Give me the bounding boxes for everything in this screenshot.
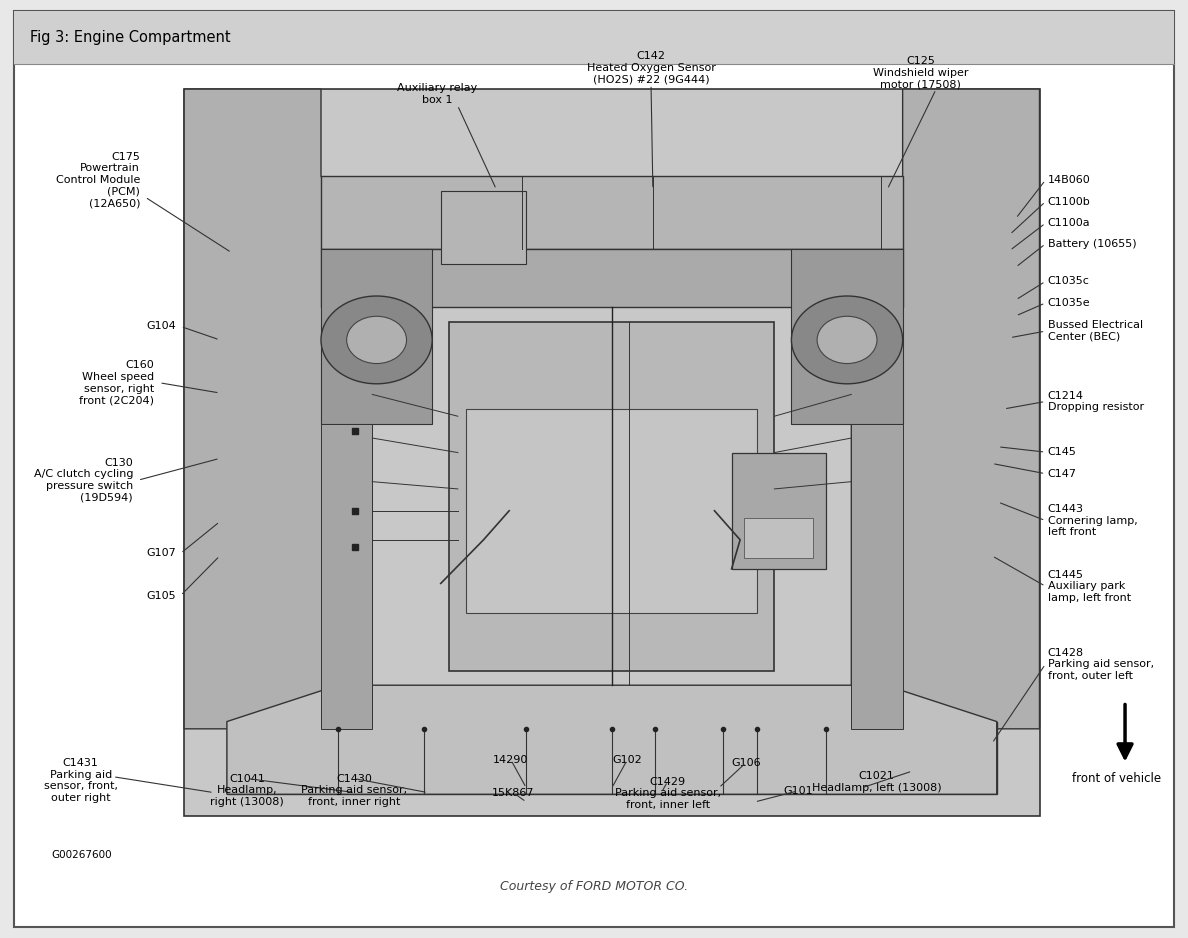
- Polygon shape: [184, 89, 372, 729]
- Text: C1429
Parking aid sensor,
front, inner left: C1429 Parking aid sensor, front, inner l…: [614, 777, 721, 809]
- Bar: [852, 423, 903, 729]
- Text: C1445
Auxiliary park
lamp, left front: C1445 Auxiliary park lamp, left front: [1048, 569, 1131, 603]
- Bar: [441, 191, 526, 264]
- Text: front of vehicle: front of vehicle: [1072, 772, 1162, 785]
- Text: C142
Heated Oxygen Sensor
(HO2S) #22 (9G444): C142 Heated Oxygen Sensor (HO2S) #22 (9G…: [587, 52, 715, 84]
- Text: C1100b: C1100b: [1048, 197, 1091, 206]
- Text: C1021
Headlamp, left (13008): C1021 Headlamp, left (13008): [811, 771, 942, 793]
- Bar: [449, 322, 775, 671]
- Text: C147: C147: [1048, 469, 1076, 478]
- Text: Courtesy of FORD MOTOR CO.: Courtesy of FORD MOTOR CO.: [500, 880, 688, 893]
- Text: C1430
Parking aid sensor,
front, inner right: C1430 Parking aid sensor, front, inner r…: [301, 774, 407, 807]
- Bar: [467, 409, 757, 613]
- Text: C1035e: C1035e: [1048, 298, 1091, 308]
- Text: Auxiliary relay
box 1: Auxiliary relay box 1: [397, 83, 478, 105]
- Text: G105: G105: [146, 591, 176, 600]
- Circle shape: [321, 296, 432, 384]
- Text: G00267600: G00267600: [51, 851, 112, 860]
- Text: C175
Powertrain
Control Module
(PCM)
(12A650): C175 Powertrain Control Module (PCM) (12…: [56, 152, 140, 208]
- Bar: [321, 423, 372, 729]
- Polygon shape: [852, 89, 1040, 729]
- Text: G107: G107: [146, 549, 176, 558]
- Text: G104: G104: [146, 322, 176, 331]
- Text: C1100a: C1100a: [1048, 219, 1091, 228]
- Bar: [321, 250, 903, 308]
- Text: Bussed Electrical
Center (BEC): Bussed Electrical Center (BEC): [1048, 320, 1143, 342]
- Text: G106: G106: [732, 758, 760, 768]
- Bar: [14, 11, 1174, 64]
- Circle shape: [817, 316, 877, 364]
- Polygon shape: [227, 685, 997, 794]
- Text: G101: G101: [784, 786, 813, 796]
- Bar: [321, 250, 432, 424]
- Text: C125
Windshield wiper
motor (17508): C125 Windshield wiper motor (17508): [873, 56, 968, 89]
- Text: C1041
Headlamp,
right (13008): C1041 Headlamp, right (13008): [210, 774, 284, 807]
- Text: C1035c: C1035c: [1048, 277, 1089, 286]
- Text: 14B060: 14B060: [1048, 175, 1091, 185]
- Text: C1214
Dropping resistor: C1214 Dropping resistor: [1048, 390, 1144, 413]
- Text: C160
Wheel speed
sensor, right
front (2C204): C160 Wheel speed sensor, right front (2C…: [80, 360, 154, 405]
- Bar: [732, 452, 826, 568]
- Text: C1443
Cornering lamp,
left front: C1443 Cornering lamp, left front: [1048, 504, 1138, 537]
- Text: Battery (10655): Battery (10655): [1048, 239, 1137, 249]
- Text: C1431
Parking aid
sensor, front,
outer right: C1431 Parking aid sensor, front, outer r…: [44, 758, 118, 803]
- Text: 15K867: 15K867: [492, 788, 535, 798]
- Text: C1428
Parking aid sensor,
front, outer left: C1428 Parking aid sensor, front, outer l…: [1048, 647, 1154, 681]
- Bar: [791, 250, 903, 424]
- Bar: [321, 176, 903, 250]
- Bar: [184, 89, 1040, 816]
- Text: C145: C145: [1048, 447, 1076, 457]
- Text: G102: G102: [612, 755, 643, 765]
- Circle shape: [791, 296, 903, 384]
- Text: C130
A/C clutch cycling
pressure switch
(19D594): C130 A/C clutch cycling pressure switch …: [33, 458, 133, 503]
- Circle shape: [347, 316, 406, 364]
- Text: Fig 3: Engine Compartment: Fig 3: Engine Compartment: [30, 30, 230, 45]
- Bar: [745, 518, 813, 558]
- Bar: [227, 721, 997, 794]
- Text: 14290: 14290: [493, 755, 529, 765]
